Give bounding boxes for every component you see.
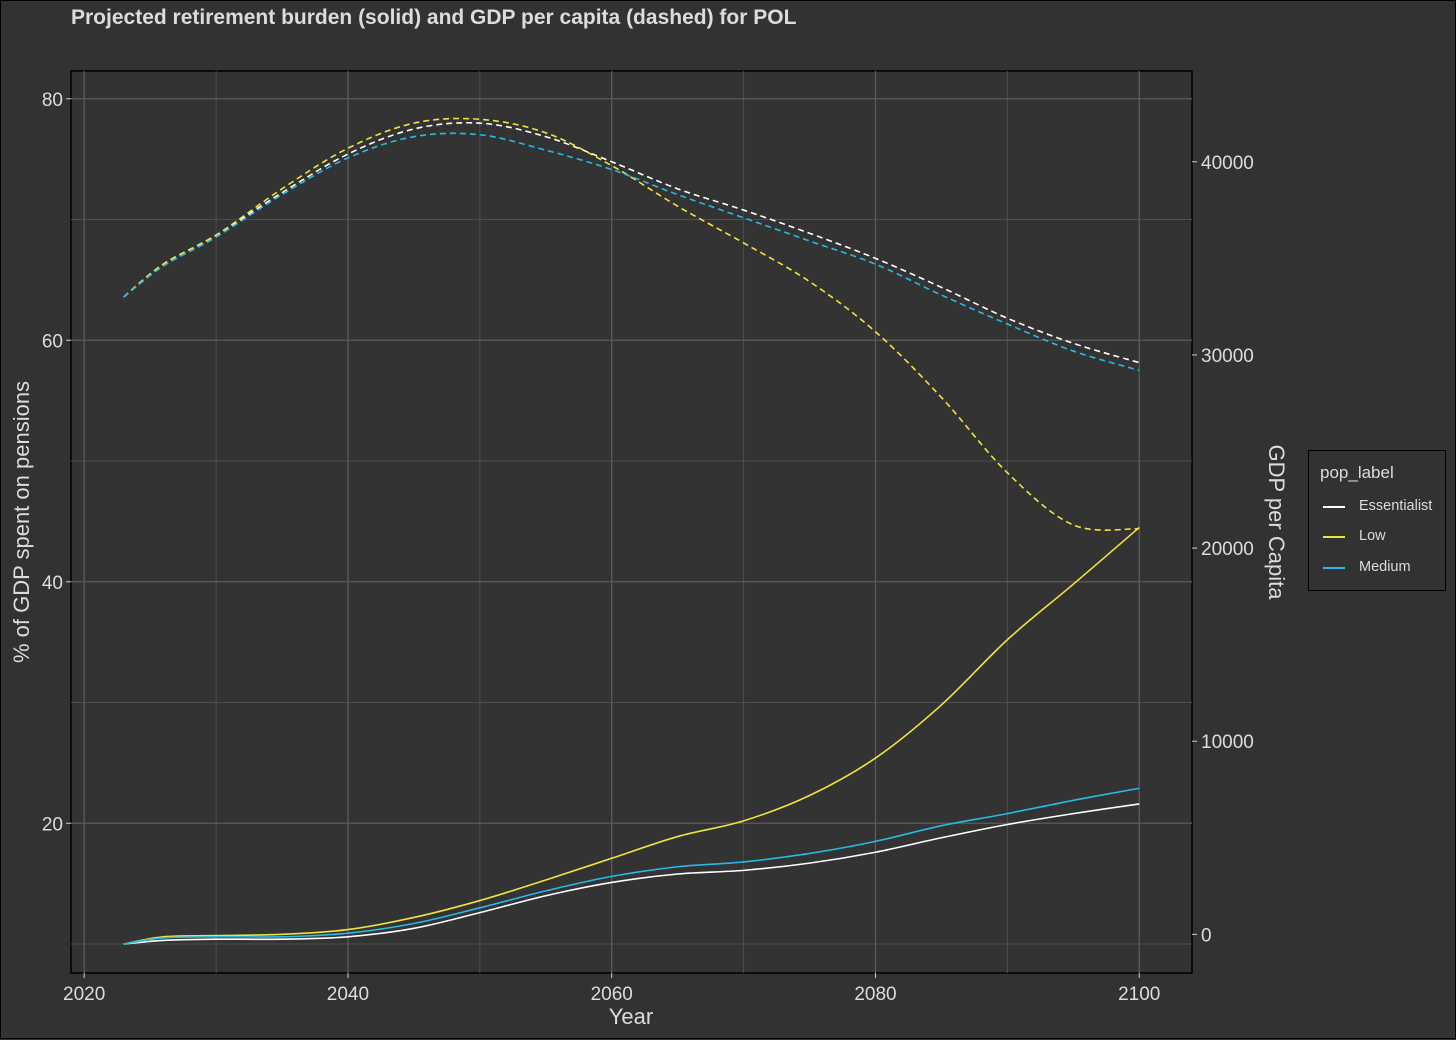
legend-title: pop_label	[1320, 463, 1394, 482]
x-tick-label: 2060	[591, 984, 633, 1005]
legend-key-low	[1323, 536, 1345, 538]
y-tick-label: 40	[42, 573, 63, 594]
series-pension-medium-line	[123, 787, 1140, 945]
plot-panel	[70, 70, 1193, 974]
series-pension-essentialist-line	[123, 803, 1140, 945]
legend-key-essentialist	[1323, 506, 1345, 508]
series-gdp-essentialist-line	[123, 121, 1140, 364]
y2-tick-label: 30000	[1201, 346, 1254, 367]
grid-lines	[71, 71, 1192, 973]
series-gdp-low-line	[123, 117, 1140, 531]
legend-item-essentialist: Essentialist	[1321, 497, 1445, 517]
legend-label-medium: Medium	[1359, 559, 1411, 575]
series-gdp-medium-line	[123, 132, 1140, 372]
legend-item-medium: Medium	[1321, 558, 1445, 578]
y2-tick-label: 40000	[1201, 153, 1254, 174]
legend-label-essentialist: Essentialist	[1359, 498, 1433, 514]
series-pension-low-line	[123, 526, 1140, 945]
y2-tick-label: 0	[1201, 925, 1212, 946]
y2-tick-label: 20000	[1201, 539, 1254, 560]
y2-axis-title: GDP per Capita	[1264, 445, 1289, 601]
x-axis-title: Year	[609, 1004, 653, 1029]
y-tick-label: 20	[42, 814, 63, 835]
chart-title: Projected retirement burden (solid) and …	[71, 6, 797, 29]
legend-key-medium	[1323, 567, 1345, 569]
legend: pop_label Essentialist Low Medium	[1308, 450, 1446, 591]
legend-item-low: Low	[1321, 527, 1445, 547]
x-tick-label: 2100	[1118, 984, 1160, 1005]
y-tick-label: 60	[42, 331, 63, 352]
x-tick-label: 2080	[854, 984, 896, 1005]
y-tick-label: 80	[42, 90, 63, 111]
legend-label-low: Low	[1359, 528, 1386, 544]
tick-labels: 2020 2040 2060 2080 210020406080010000200003…	[42, 90, 1254, 1005]
y-axis-title: % of GDP spent on pensions	[9, 381, 34, 663]
x-tick-label: 2040	[327, 984, 369, 1005]
series-lines	[123, 117, 1140, 945]
y2-tick-label: 10000	[1201, 732, 1254, 753]
x-tick-label: 2020	[63, 984, 105, 1005]
